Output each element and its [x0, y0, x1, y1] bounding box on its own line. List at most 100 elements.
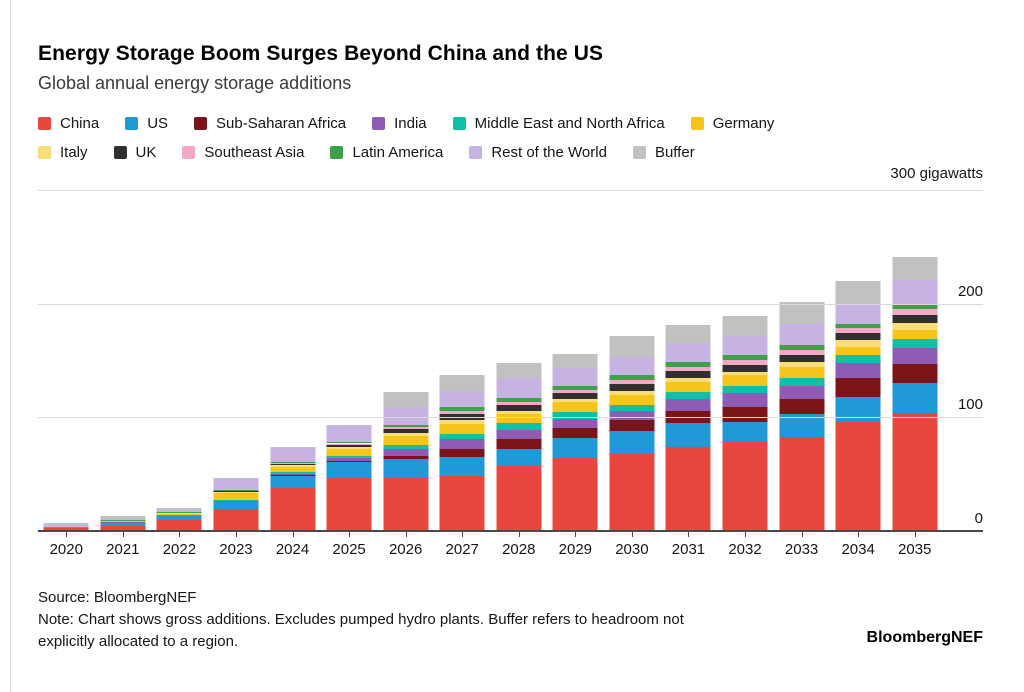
- bar-segment: [383, 433, 429, 437]
- x-axis-tick: [518, 531, 520, 537]
- legend-swatch-icon: [690, 116, 704, 130]
- legend-label: US: [147, 114, 169, 132]
- bar-segment: [779, 301, 825, 324]
- bar-segment: [552, 427, 598, 438]
- bar-segment: [100, 520, 146, 522]
- bar-segment: [496, 377, 542, 399]
- bar-segment: [779, 345, 825, 351]
- bar-segment: [722, 316, 768, 336]
- bar-segment: [439, 449, 485, 458]
- bar-segment: [326, 449, 372, 456]
- bar-slot-2035: 2035: [886, 190, 943, 558]
- bar-segment: [270, 475, 316, 488]
- bar-2028: [496, 190, 542, 531]
- x-axis-tick: [179, 531, 181, 537]
- bar-2025: [326, 190, 372, 531]
- bar-segment: [439, 438, 485, 450]
- legend-item: India: [372, 115, 427, 132]
- bar-segment: [552, 398, 598, 402]
- note-text-line1: Note: Chart shows gross additions. Exclu…: [38, 611, 684, 628]
- y-axis-label-100: 100: [957, 396, 983, 414]
- legend-label: UK: [135, 143, 157, 161]
- bar-segment: [439, 375, 485, 392]
- legend-label: Rest of the World: [491, 143, 607, 161]
- bar-2031: [665, 190, 711, 531]
- bar-segment: [609, 394, 655, 405]
- bar-segment: [779, 385, 825, 400]
- brand-logo: BloombergNEF: [866, 629, 983, 646]
- bar-2030: [609, 190, 655, 531]
- legend-swatch-icon: [452, 116, 466, 130]
- bar-segment: [100, 521, 146, 527]
- gridline-200: [38, 303, 983, 305]
- x-axis-label-2020: 2020: [49, 541, 83, 558]
- bar-slot-2034: 2034: [830, 190, 887, 558]
- bar-slot-2023: 2023: [208, 190, 265, 558]
- bar-segment: [609, 453, 655, 531]
- x-axis-tick: [462, 531, 464, 537]
- bar-segment: [609, 411, 655, 421]
- bar-segment: [892, 309, 938, 316]
- bar-segment: [43, 523, 89, 525]
- bar-segment: [552, 386, 598, 391]
- bar-segment: [609, 420, 655, 431]
- bar-segment: [213, 500, 259, 502]
- legend-item: Rest of the World: [469, 144, 607, 161]
- bar-segment: [665, 423, 711, 447]
- bar-segment: [383, 406, 429, 425]
- legend-item: China: [38, 115, 99, 132]
- bar-segment: [609, 431, 655, 454]
- bar-segment: [609, 404, 655, 412]
- legend: China US Sub-Saharan Africa India Middle Eas…: [38, 112, 774, 170]
- bar-2026: [383, 190, 429, 531]
- bar-segment: [496, 466, 542, 531]
- bar-segment: [439, 411, 485, 414]
- legend-row-2: Italy UK Southeast Asia Latin America Rest o…: [38, 141, 774, 163]
- bar-segment: [156, 509, 202, 512]
- bar-segment: [383, 449, 429, 456]
- bar-segment: [439, 391, 485, 408]
- bar-segment: [835, 340, 881, 347]
- bar-segment: [722, 365, 768, 372]
- bar-segment: [665, 446, 711, 531]
- bar-slot-2030: 2030: [604, 190, 661, 558]
- legend-swatch-icon: [372, 116, 386, 130]
- bar-segment: [665, 343, 711, 362]
- bar-segment: [665, 382, 711, 393]
- x-axis-label-2030: 2030: [615, 541, 649, 558]
- bar-segment: [779, 377, 825, 386]
- bar-segment: [156, 515, 202, 520]
- bar-segment: [383, 391, 429, 407]
- legend-swatch-icon: [330, 145, 344, 159]
- bar-segment: [722, 375, 768, 386]
- bar-2034: [835, 190, 881, 531]
- bar-segment: [552, 458, 598, 531]
- bar-segment: [270, 448, 316, 462]
- bar-segment: [835, 328, 881, 334]
- bar-segment: [326, 444, 372, 447]
- bar-segment: [496, 402, 542, 405]
- x-axis-tick: [914, 531, 916, 537]
- x-axis-tick: [745, 531, 747, 537]
- bar-segment: [496, 410, 542, 414]
- bar-segment: [722, 335, 768, 355]
- bar-slot-2031: 2031: [660, 190, 717, 558]
- bar-segment: [835, 303, 881, 325]
- bar-segment: [496, 404, 542, 411]
- bar-segment: [213, 501, 259, 510]
- bar-segment: [439, 476, 485, 531]
- x-axis-label-2028: 2028: [502, 541, 536, 558]
- bar-slot-2022: 2022: [151, 190, 208, 558]
- bar-segment: [722, 359, 768, 366]
- bar-segment: [43, 527, 89, 529]
- bar-segment: [552, 412, 598, 420]
- bar-segment: [326, 477, 372, 531]
- bar-segment: [779, 399, 825, 414]
- bar-segment: [213, 509, 259, 531]
- bar-segment: [892, 329, 938, 339]
- x-axis-label-2032: 2032: [728, 541, 762, 558]
- bar-segment: [552, 437, 598, 459]
- bar-slot-2028: 2028: [491, 190, 548, 558]
- bar-segment: [270, 461, 316, 463]
- bar-segment: [722, 371, 768, 376]
